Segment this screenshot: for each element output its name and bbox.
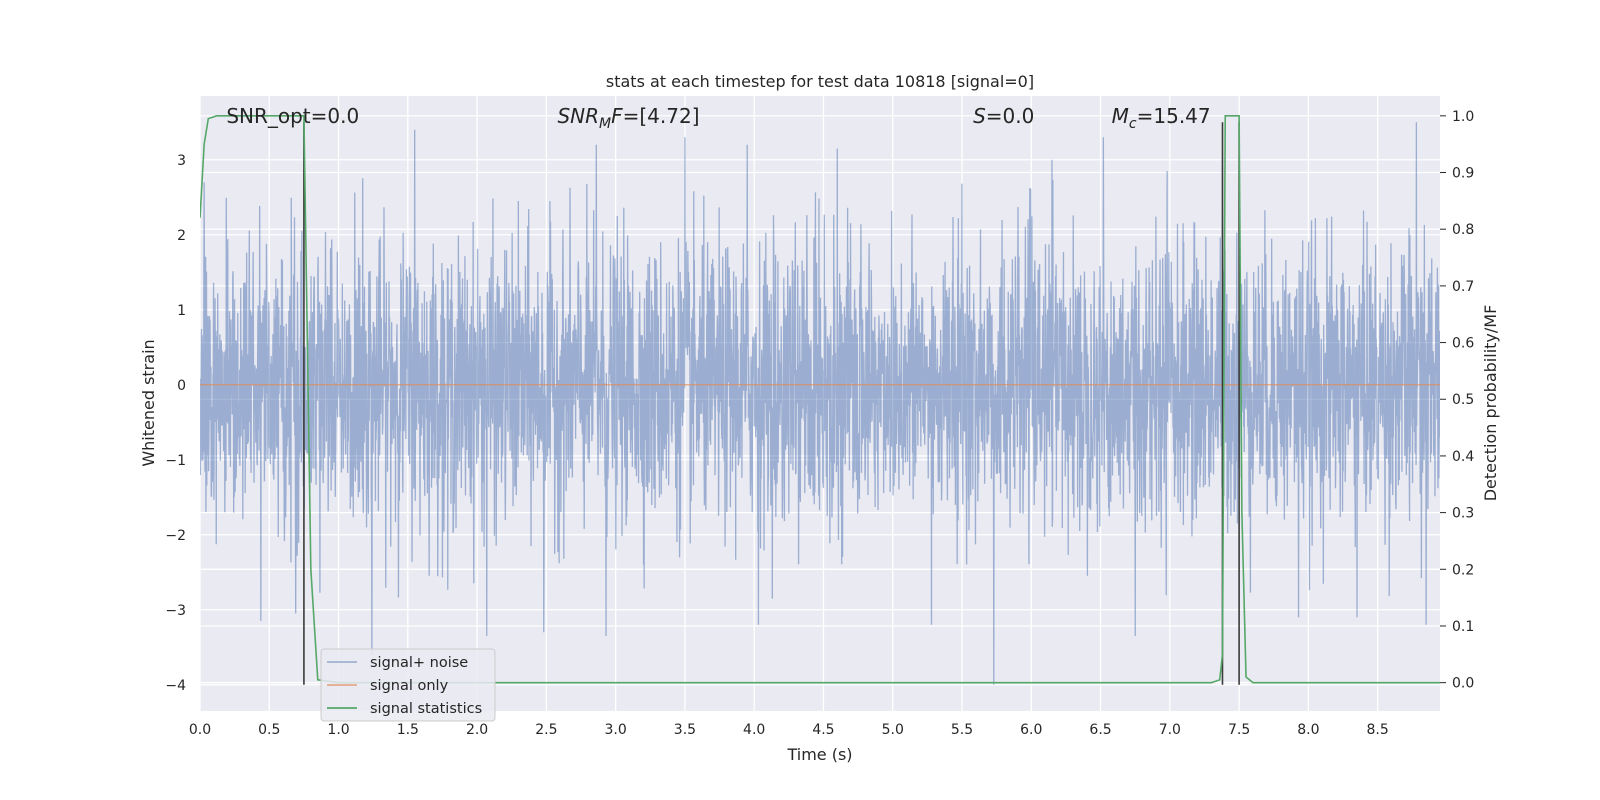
y2-tick-label: 0.8 [1452,222,1474,238]
x-tick-label: 2.5 [535,722,557,738]
annotations: SNR_opt=0.0 SNRMF=[4.72] S=0.0 Mc=15.47 [226,104,1210,132]
x-tick-label: 0.0 [189,722,211,738]
x-tick-label: 8.5 [1367,722,1389,738]
y-tick-label: 3 [177,153,186,169]
y2-tick-label: 0.3 [1452,506,1474,522]
series-signal-noise [200,122,1440,685]
x-tick-label: 4.0 [743,722,765,738]
y-ticks: 3 2 1 0 −1 −2 −3 −4 [165,153,186,694]
legend: signal+ noise signal only signal statist… [320,648,496,722]
chart-annotation: SNR_opt=0.0 [226,104,359,128]
y-tick-label: −1 [165,453,186,469]
y2-tick-label: 0.1 [1452,619,1474,635]
legend-box [320,648,496,722]
y-tick-label: 2 [177,228,186,244]
x-tick-label: 6.0 [1020,722,1042,738]
legend-label-signal-noise: signal+ noise [370,655,468,671]
y-tick-label: −4 [165,678,186,694]
x-tick-label: 8.0 [1297,722,1319,738]
chart-annotation: Mc=15.47 [1112,104,1211,132]
x-tick-label: 1.5 [397,722,419,738]
y2-tick-label: 1.0 [1452,109,1474,125]
x-ticks: 0.0 0.5 1.0 1.5 2.0 2.5 3.0 3.5 4.0 4.5 5.0 5.5 6.0 6… [189,722,1389,738]
y2-tick-label: 0.7 [1452,279,1474,295]
y-tick-label: 1 [177,303,186,319]
y-tick-label: −2 [165,528,186,544]
legend-label-signal-only: signal only [370,678,449,694]
y2-tick-label: 0.9 [1452,166,1474,182]
chart-annotation: S=0.0 [973,104,1034,128]
chart-annotation: SNRMF=[4.72] [557,104,699,132]
x-tick-label: 7.0 [1159,722,1181,738]
x-tick-label: 5.0 [882,722,904,738]
y2-tick-label: 0.4 [1452,449,1474,465]
y2-tick-label: 0.5 [1452,392,1474,408]
y-axis-label: Whitened strain [139,339,158,466]
y2-axis-label: Detection probability/MF [1481,305,1500,502]
x-tick-label: 3.5 [674,722,696,738]
x-tick-label: 3.0 [605,722,627,738]
x-tick-label: 2.0 [466,722,488,738]
y-tick-label: 0 [177,378,186,394]
legend-label-signal-statistics: signal statistics [370,701,482,717]
y2-tick-label: 0.2 [1452,562,1474,578]
x-tick-label: 4.5 [812,722,834,738]
x-tick-label: 5.5 [951,722,973,738]
series-signal-statistics [200,115,1440,684]
x-tick-label: 0.5 [258,722,280,738]
x-tick-label: 7.5 [1228,722,1250,738]
x-tick-label: 6.5 [1089,722,1111,738]
chart-title: stats at each timestep for test data 108… [606,72,1034,91]
y2-tick-label: 0.6 [1452,336,1474,352]
y-tick-label: −3 [165,603,186,619]
y2-tick-label: 0.0 [1452,676,1474,692]
x-axis-label: Time (s) [786,745,852,764]
x-tick-label: 1.0 [327,722,349,738]
y2-ticks: 1.0 0.9 0.8 0.7 0.6 0.5 0.4 0.3 0.2 0.1 0.0 [1440,109,1474,692]
